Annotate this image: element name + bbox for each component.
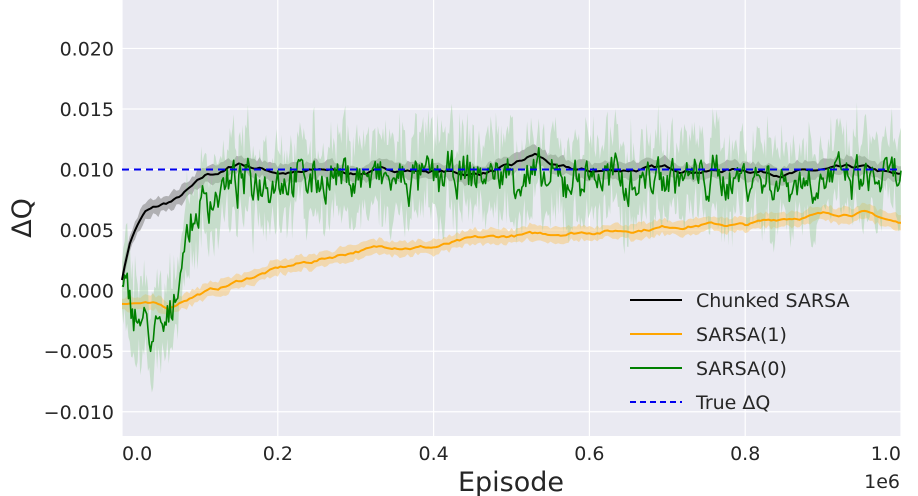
y-tick-label: 0.015 — [60, 99, 114, 121]
legend-label-sarsa0: SARSA(0) — [696, 358, 787, 380]
series-lines — [121, 147, 902, 353]
band-sarsa-0 — [122, 102, 901, 393]
series-line-chunked-sarsa — [121, 152, 902, 281]
legend-label-chunked-sarsa: Chunked SARSA — [696, 290, 850, 312]
x-axis-label: Episode — [458, 467, 564, 496]
x-tick-label: 0.4 — [418, 443, 448, 465]
y-axis-label: ΔQ — [7, 198, 38, 238]
series-line-sarsa-1 — [121, 209, 902, 311]
legend-label-sarsa1: SARSA(1) — [696, 324, 787, 346]
x-offset-label: 1e6 — [864, 471, 900, 493]
x-tick-label: 0.6 — [574, 443, 604, 465]
x-tick-label: 1.0 — [871, 443, 901, 465]
y-tick-label: 0.000 — [60, 281, 114, 303]
grid — [121, 0, 902, 436]
y-tick-label: 0.010 — [60, 160, 114, 182]
band-sarsa-1 — [122, 202, 901, 316]
x-ticks: 0.0 0.2 0.4 0.6 0.8 1.0 — [122, 443, 901, 465]
y-ticks: −0.010 −0.005 0.000 0.005 0.010 0.015 0.020 — [44, 38, 114, 423]
legend-label-true-q: True ΔQ — [695, 392, 770, 414]
confidence-bands — [122, 102, 901, 393]
band-chunked-sarsa — [122, 144, 901, 288]
y-tick-label: 0.020 — [60, 38, 114, 60]
y-tick-label: −0.005 — [44, 341, 114, 363]
x-tick-label: 0.8 — [730, 443, 760, 465]
y-tick-label: −0.010 — [44, 402, 114, 424]
x-tick-label: 0.0 — [122, 443, 152, 465]
x-tick-label: 0.2 — [263, 443, 293, 465]
y-tick-label: 0.005 — [60, 220, 114, 242]
legend: Chunked SARSA SARSA(1) SARSA(0) True ΔQ — [630, 290, 850, 414]
